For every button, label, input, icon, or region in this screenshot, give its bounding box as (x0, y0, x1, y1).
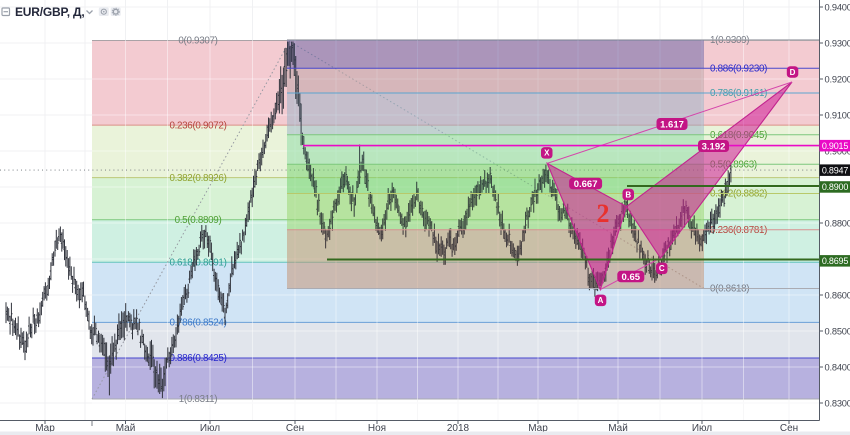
svg-text:0.667: 0.667 (574, 179, 598, 190)
svg-text:Сен: Сен (286, 423, 304, 434)
svg-text:0.382(0.8882): 0.382(0.8882) (710, 189, 767, 200)
svg-text:0.8600: 0.8600 (825, 290, 850, 300)
svg-text:C: C (659, 264, 665, 273)
svg-text:0.618(0.8691): 0.618(0.8691) (169, 257, 226, 268)
svg-text:0.5(0.8963): 0.5(0.8963) (710, 160, 757, 171)
svg-text:Июл: Июл (692, 423, 712, 434)
svg-text:0.8500: 0.8500 (825, 326, 850, 336)
svg-text:0.65: 0.65 (622, 272, 641, 283)
svg-text:0(0.8618): 0(0.8618) (710, 284, 749, 295)
svg-text:A: A (598, 296, 604, 305)
svg-text:Ноя: Ноя (368, 423, 386, 434)
svg-text:Мар: Мар (528, 423, 548, 434)
svg-text:0.8400: 0.8400 (825, 362, 850, 372)
svg-text:0.236(0.8781): 0.236(0.8781) (710, 225, 767, 236)
svg-text:0(0.9307): 0(0.9307) (178, 36, 217, 47)
svg-text:0.236(0.9072): 0.236(0.9072) (169, 120, 226, 131)
svg-text:2018: 2018 (447, 423, 470, 434)
svg-text:0.786(0.8524): 0.786(0.8524) (169, 318, 226, 329)
svg-text:1.617: 1.617 (660, 119, 684, 130)
svg-text:EUR/GBP, Д,: EUR/GBP, Д, (15, 5, 84, 19)
svg-text:2: 2 (597, 199, 610, 228)
svg-text:0.8300: 0.8300 (825, 398, 850, 408)
svg-text:1(0.8311): 1(0.8311) (179, 394, 218, 405)
svg-text:0.9300: 0.9300 (825, 38, 850, 48)
svg-text:Июл: Июл (200, 423, 220, 434)
svg-text:0.786(0.9161): 0.786(0.9161) (710, 88, 767, 99)
svg-text:0.8695: 0.8695 (822, 256, 849, 266)
svg-text:1(0.9309): 1(0.9309) (710, 35, 749, 46)
svg-text:0.9200: 0.9200 (825, 74, 850, 84)
svg-text:3.192: 3.192 (702, 141, 726, 152)
svg-text:Май: Май (608, 423, 628, 434)
svg-text:0.886(0.9230): 0.886(0.9230) (710, 63, 767, 74)
svg-text:0.9015: 0.9015 (822, 141, 849, 151)
svg-text:X: X (544, 149, 550, 158)
svg-text:Мар: Мар (35, 423, 55, 434)
svg-text:Май: Май (116, 423, 136, 434)
svg-text:0.9100: 0.9100 (825, 110, 850, 120)
svg-text:0.8900: 0.8900 (822, 182, 849, 192)
svg-text:0.8800: 0.8800 (825, 218, 850, 228)
svg-text:0.8947: 0.8947 (822, 165, 849, 175)
svg-text:0.9400: 0.9400 (825, 2, 850, 12)
svg-text:0.382(0.8926): 0.382(0.8926) (169, 173, 226, 184)
svg-text:D: D (790, 68, 796, 77)
svg-text:0.5(0.8809): 0.5(0.8809) (175, 215, 222, 226)
svg-text:Сен: Сен (780, 423, 798, 434)
svg-text:B: B (625, 190, 631, 199)
svg-text:0.886(0.8425): 0.886(0.8425) (169, 353, 226, 364)
